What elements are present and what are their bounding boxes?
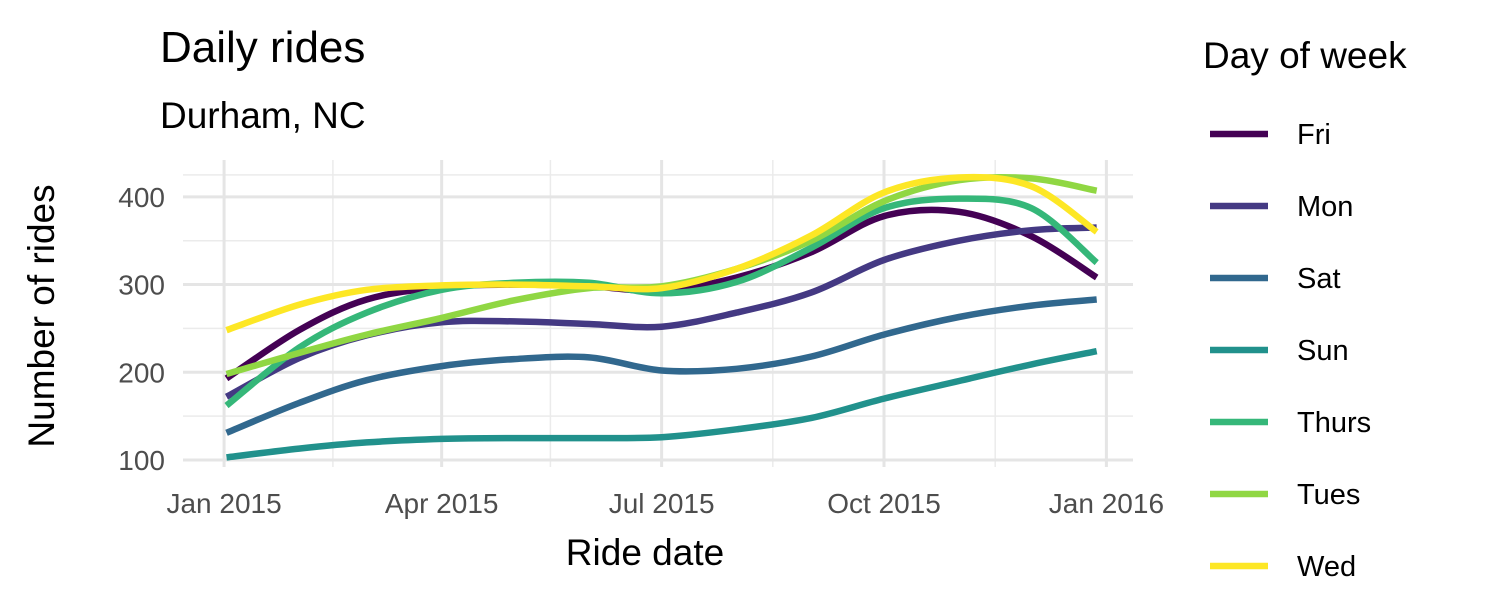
y-tick-label: 300: [118, 270, 165, 301]
series-line-wed: [225, 173, 1099, 334]
y-tick-label: 200: [118, 357, 165, 388]
legend-label: Wed: [1297, 551, 1356, 583]
legend-item-wed: Wed: [1210, 551, 1356, 583]
x-tick-label: Jul 2015: [609, 488, 715, 519]
legend-label: Tues: [1297, 479, 1360, 511]
legend-label: Fri: [1297, 119, 1331, 151]
legend-label: Sun: [1297, 335, 1349, 367]
y-axis-title: Number of rides: [21, 184, 62, 447]
legend-items: Fri Mon Sat Sun Thurs Tues Wed: [1210, 119, 1371, 583]
x-axis-tick-labels: Jan 2015 Apr 2015 Jul 2015 Oct 2015 Jan 2016: [166, 488, 1164, 519]
legend-label: Thurs: [1297, 407, 1371, 439]
plot-panel: [183, 160, 1133, 467]
legend: Day of week Fri Mon Sat Sun Thurs Tues Wed: [1203, 35, 1407, 583]
legend-label: Sat: [1297, 263, 1341, 295]
x-tick-label: Jan 2015: [166, 488, 281, 519]
legend-item-fri: Fri: [1210, 119, 1331, 151]
legend-item-thurs: Thurs: [1210, 407, 1371, 439]
y-tick-label: 400: [118, 182, 165, 213]
chart-title: Daily rides: [160, 23, 365, 72]
chart-subtitle: Durham, NC: [160, 95, 366, 136]
legend-title: Day of week: [1203, 35, 1407, 76]
y-tick-label: 100: [118, 445, 165, 476]
series-line-sun: [226, 348, 1098, 461]
x-tick-label: Apr 2015: [385, 488, 499, 519]
legend-item-mon: Mon: [1210, 191, 1353, 223]
legend-label: Mon: [1297, 191, 1353, 223]
x-axis-title: Ride date: [566, 532, 724, 573]
x-tick-label: Oct 2015: [827, 488, 941, 519]
series-lines: [224, 173, 1099, 461]
series-line-sat: [225, 296, 1097, 436]
legend-item-tues: Tues: [1210, 479, 1360, 511]
legend-item-sat: Sat: [1210, 263, 1341, 295]
x-tick-label: Jan 2016: [1049, 488, 1164, 519]
title-block: Daily rides Durham, NC: [160, 23, 366, 136]
series-line-thurs: [224, 195, 1099, 409]
major-gridlines: [183, 160, 1133, 467]
legend-item-sun: Sun: [1210, 335, 1349, 367]
y-axis-tick-labels: 100 200 300 400: [118, 182, 165, 476]
